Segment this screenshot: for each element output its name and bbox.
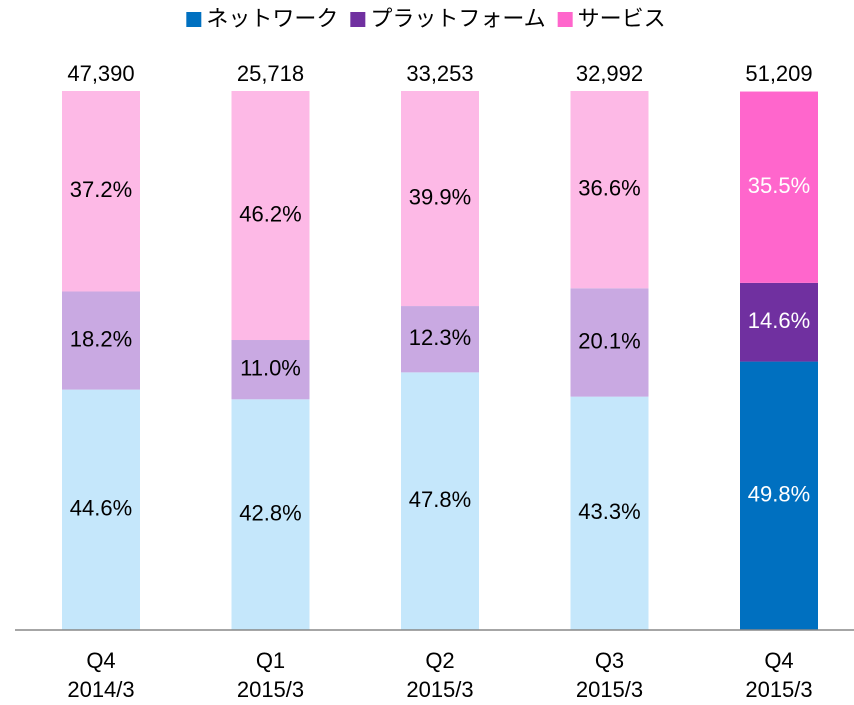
- value-label: 37.2%: [70, 177, 132, 202]
- x-tick-label: 2015/3: [406, 677, 473, 702]
- x-tick-label: Q1: [256, 648, 285, 673]
- bar-segment: [231, 91, 310, 341]
- bar-segment: [570, 91, 649, 289]
- legend-swatch: [186, 12, 202, 27]
- value-label: 42.8%: [239, 500, 301, 525]
- bar-segment: [570, 288, 649, 397]
- x-tick-label: 2015/3: [745, 677, 812, 702]
- x-tick-label: 2015/3: [237, 677, 304, 702]
- bar-segment: [62, 389, 140, 630]
- total-label: 32,992: [576, 61, 643, 86]
- value-label: 39.9%: [409, 184, 471, 209]
- value-label: 20.1%: [578, 328, 640, 353]
- total-label: 47,390: [67, 61, 134, 86]
- value-label: 11.0%: [240, 355, 301, 380]
- total-label: 25,718: [237, 61, 304, 86]
- value-label: 49.8%: [748, 482, 810, 507]
- x-tick-label: Q4: [764, 648, 793, 673]
- value-label: 46.2%: [239, 201, 301, 226]
- bar-segment: [231, 399, 310, 630]
- total-label: 33,253: [406, 61, 473, 86]
- x-tick-label: Q4: [86, 648, 115, 673]
- value-label: 18.2%: [70, 326, 132, 351]
- x-tick-label: 2014/3: [67, 677, 134, 702]
- legend-label: サービス: [578, 6, 666, 31]
- value-label: 12.3%: [409, 325, 471, 350]
- value-label: 44.6%: [70, 496, 132, 521]
- bar-segment: [401, 306, 479, 373]
- bar-segment: [62, 291, 140, 390]
- bar-segment: [401, 372, 479, 630]
- bar-segment: [401, 91, 479, 307]
- bar-segment: [740, 282, 818, 362]
- legend-swatch: [350, 12, 366, 27]
- bar-segment: [570, 396, 649, 630]
- bar-segment: [62, 91, 140, 292]
- value-label: 35.5%: [748, 173, 810, 198]
- value-label: 43.3%: [578, 499, 640, 524]
- legend-label: プラットフォーム: [370, 6, 545, 31]
- x-tick-label: Q3: [595, 648, 624, 673]
- x-tick-label: Q2: [425, 648, 454, 673]
- total-label: 51,209: [745, 61, 812, 86]
- legend-swatch: [557, 12, 573, 27]
- bar-segment: [740, 91, 818, 283]
- bar-segment: [231, 340, 310, 400]
- value-label: 36.6%: [578, 175, 640, 200]
- value-label: 47.8%: [409, 487, 471, 512]
- legend-label: ネットワーク: [206, 6, 338, 31]
- bar-segment: [740, 361, 818, 630]
- x-tick-label: 2015/3: [576, 677, 643, 702]
- value-label: 14.6%: [748, 308, 810, 333]
